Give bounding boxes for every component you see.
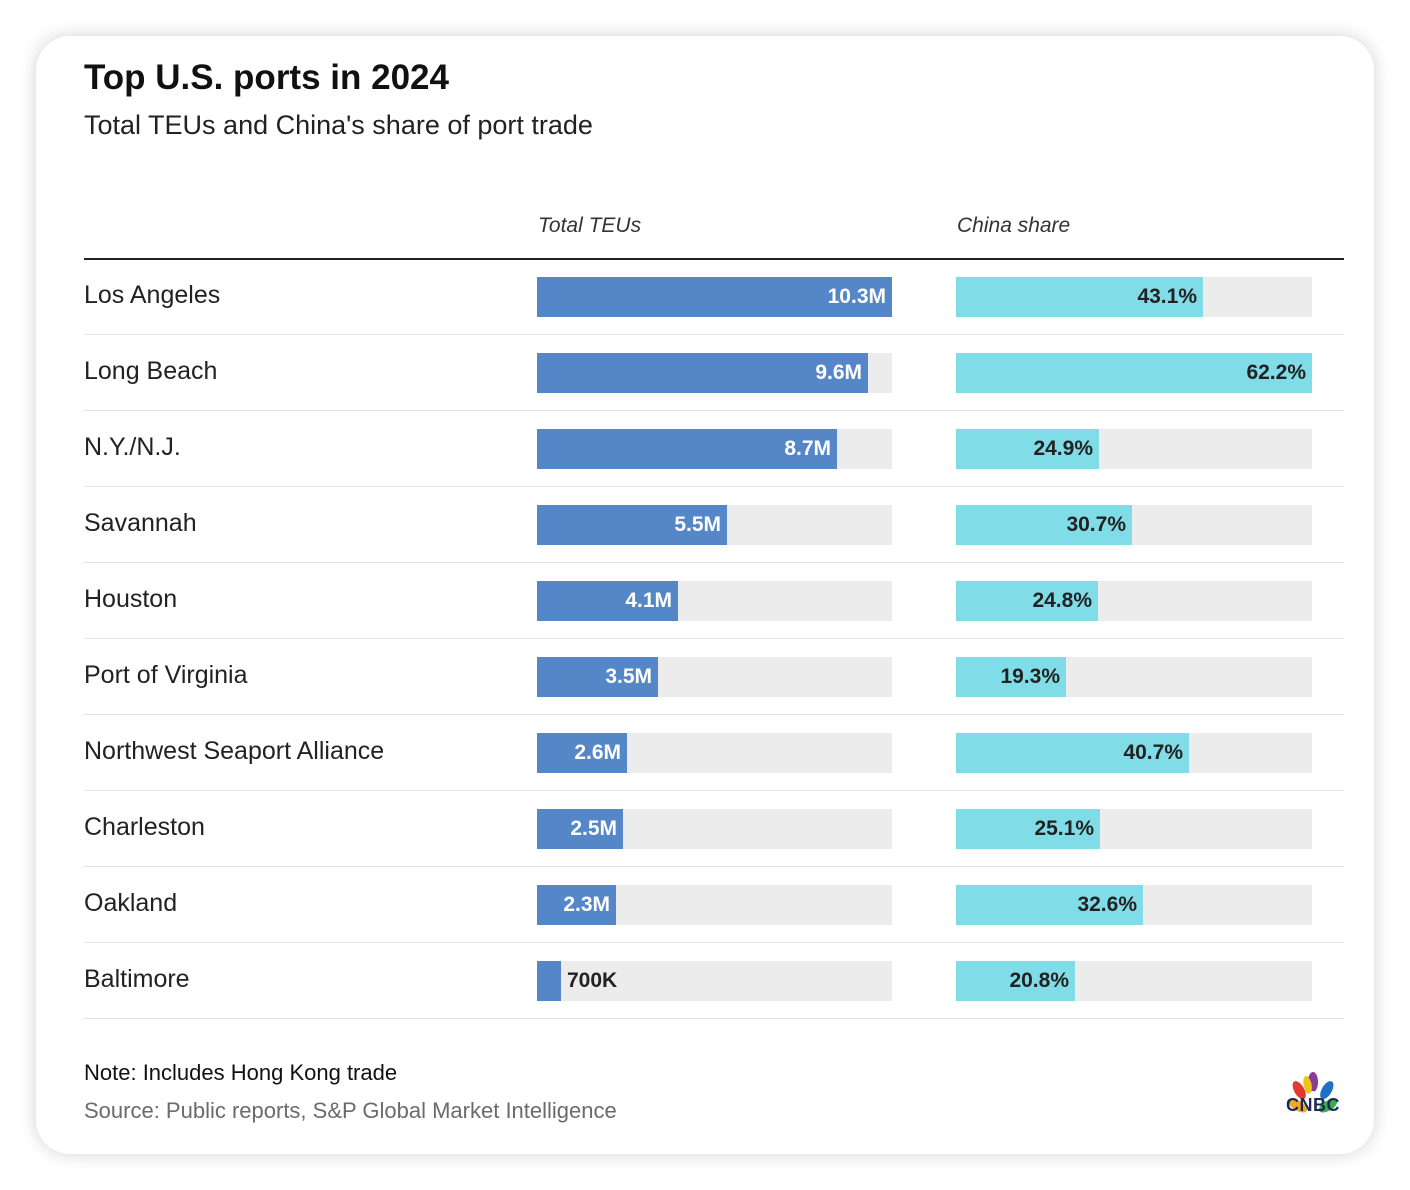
chart-row: Long Beach 9.6M 62.2% xyxy=(84,335,1344,411)
chart-source: Source: Public reports, S&P Global Marke… xyxy=(84,1098,617,1123)
teu-bar-track: 2.6M xyxy=(537,733,892,773)
china-share-bar xyxy=(956,809,1100,849)
china-share-bar-track: 20.8% xyxy=(956,961,1312,1001)
china-share-bar xyxy=(956,657,1066,697)
teu-bar-track: 2.5M xyxy=(537,809,892,849)
teu-value-label: 2.6M xyxy=(574,741,621,764)
china-share-bar-track: 24.9% xyxy=(956,429,1312,469)
china-share-bar xyxy=(956,505,1132,545)
china-share-value-label: 24.8% xyxy=(1032,589,1092,612)
row-divider xyxy=(84,790,1344,791)
chart-row: Baltimore 700K 20.8% xyxy=(84,943,1344,1019)
chart-row: Oakland 2.3M 32.6% xyxy=(84,867,1344,943)
china-share-value-label: 62.2% xyxy=(1246,361,1306,384)
port-label: Port of Virginia xyxy=(84,661,248,689)
port-label: Houston xyxy=(84,585,178,613)
teu-bar-track: 700K xyxy=(537,961,892,1001)
column-header-teu: Total TEUs xyxy=(538,214,642,237)
teu-bar-track: 5.5M xyxy=(537,505,892,545)
china-share-bar-track: 30.7% xyxy=(956,505,1312,545)
teu-bar-track: 10.3M xyxy=(537,277,892,317)
teu-bar xyxy=(537,657,658,697)
chart-row: Port of Virginia 3.5M 19.3% xyxy=(84,639,1344,715)
china-share-value-label: 30.7% xyxy=(1066,513,1126,536)
chart-note: Note: Includes Hong Kong trade xyxy=(84,1060,398,1085)
china-share-value-label: 19.3% xyxy=(1000,665,1060,688)
row-divider xyxy=(84,942,1344,943)
teu-value-label: 2.5M xyxy=(570,817,617,840)
teu-bar-track: 2.3M xyxy=(537,885,892,925)
china-share-value-label: 20.8% xyxy=(1009,969,1069,992)
row-divider xyxy=(84,334,1344,335)
china-share-bar-track: 24.8% xyxy=(956,581,1312,621)
header-divider xyxy=(84,258,1344,260)
teu-value-label: 4.1M xyxy=(625,589,672,612)
china-share-value-label: 25.1% xyxy=(1034,817,1094,840)
china-share-bar xyxy=(956,277,1203,317)
port-label: Long Beach xyxy=(84,357,218,385)
china-share-bar xyxy=(956,961,1075,1001)
china-share-value-label: 24.9% xyxy=(1033,437,1093,460)
teu-bar xyxy=(537,353,868,393)
teu-bar xyxy=(537,277,892,317)
chart-row: Northwest Seaport Alliance 2.6M 40.7% xyxy=(84,715,1344,791)
port-label: Savannah xyxy=(84,509,197,537)
china-share-value-label: 32.6% xyxy=(1077,893,1137,916)
teu-value-label: 2.3M xyxy=(563,893,610,916)
port-label: N.Y./N.J. xyxy=(84,433,181,461)
chart-row: Los Angeles 10.3M 43.1% xyxy=(84,259,1344,335)
port-label: Los Angeles xyxy=(84,281,221,309)
china-share-bar xyxy=(956,429,1099,469)
port-label: Oakland xyxy=(84,889,178,917)
port-label: Northwest Seaport Alliance xyxy=(84,737,385,765)
row-divider xyxy=(84,638,1344,639)
row-divider xyxy=(84,410,1344,411)
cnbc-peacock-icon xyxy=(1289,1072,1337,1113)
chart-row: N.Y./N.J. 8.7M 24.9% xyxy=(84,411,1344,487)
teu-bar xyxy=(537,809,623,849)
china-share-bar-track: 43.1% xyxy=(956,277,1312,317)
teu-value-label: 10.3M xyxy=(827,285,886,308)
teu-bar xyxy=(537,581,678,621)
teu-bar xyxy=(537,733,627,773)
teu-bar xyxy=(537,961,561,1001)
teu-bar xyxy=(537,505,727,545)
port-label: Charleston xyxy=(84,813,205,841)
chart-row: Savannah 5.5M 30.7% xyxy=(84,487,1344,563)
teu-value-label: 9.6M xyxy=(815,361,862,384)
row-divider xyxy=(84,486,1344,487)
china-share-bar-track: 25.1% xyxy=(956,809,1312,849)
china-share-bar-track: 19.3% xyxy=(956,657,1312,697)
chart-title: Top U.S. ports in 2024 xyxy=(84,58,449,97)
teu-bar xyxy=(537,429,837,469)
port-label: Baltimore xyxy=(84,965,190,993)
china-share-bar xyxy=(956,733,1189,773)
teu-bar-track: 3.5M xyxy=(537,657,892,697)
teu-value-label: 8.7M xyxy=(784,437,831,460)
teu-value-label: 3.5M xyxy=(605,665,652,688)
china-share-bar-track: 40.7% xyxy=(956,733,1312,773)
chart-subtitle: Total TEUs and China's share of port tra… xyxy=(84,110,593,140)
teu-bar xyxy=(537,885,616,925)
row-divider xyxy=(84,562,1344,563)
china-share-value-label: 40.7% xyxy=(1123,741,1183,764)
row-divider xyxy=(84,714,1344,715)
china-share-bar-track: 62.2% xyxy=(956,353,1312,393)
teu-bar-track: 8.7M xyxy=(537,429,892,469)
china-share-bar xyxy=(956,581,1098,621)
row-divider xyxy=(84,1018,1344,1019)
china-share-bar xyxy=(956,353,1312,393)
china-share-bar xyxy=(956,885,1143,925)
chart-row: Houston 4.1M 24.8% xyxy=(84,563,1344,639)
teu-bar-track: 4.1M xyxy=(537,581,892,621)
china-share-value-label: 43.1% xyxy=(1137,285,1197,308)
column-header-china-share: China share xyxy=(957,214,1071,237)
chart-row: Charleston 2.5M 25.1% xyxy=(84,791,1344,867)
row-divider xyxy=(84,866,1344,867)
teu-bar-track: 9.6M xyxy=(537,353,892,393)
china-share-bar-track: 32.6% xyxy=(956,885,1312,925)
teu-value-label: 700K xyxy=(567,969,618,992)
teu-value-label: 5.5M xyxy=(674,513,721,536)
cnbc-logo-text: CNBC xyxy=(1286,1095,1340,1115)
